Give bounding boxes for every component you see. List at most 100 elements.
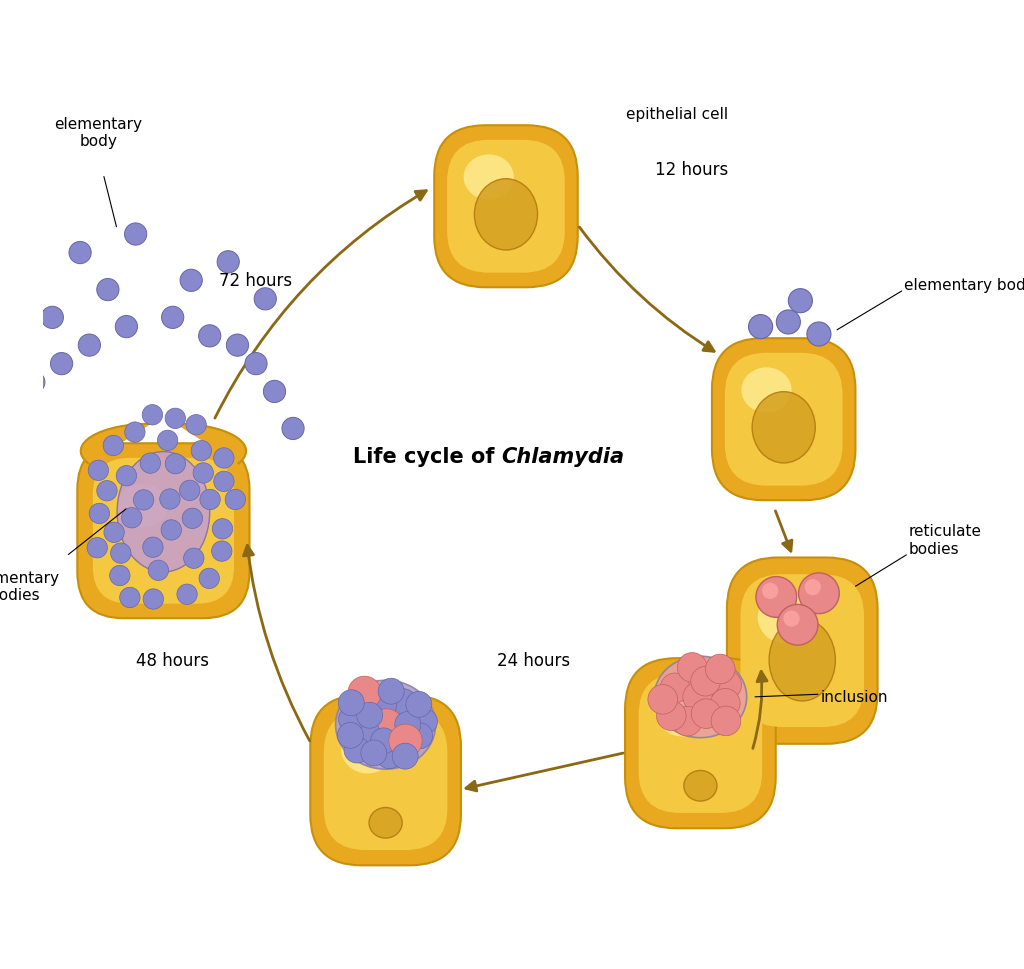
Circle shape [78, 334, 100, 357]
Circle shape [673, 706, 702, 736]
Circle shape [214, 472, 234, 492]
Circle shape [165, 409, 185, 429]
Circle shape [183, 548, 204, 569]
Text: 48 hours: 48 hours [136, 651, 209, 670]
FancyBboxPatch shape [625, 659, 776, 828]
Circle shape [180, 270, 203, 292]
Circle shape [337, 723, 364, 748]
Circle shape [116, 316, 137, 338]
Text: Life cycle of: Life cycle of [352, 447, 502, 467]
Circle shape [148, 560, 169, 580]
Ellipse shape [341, 726, 394, 773]
Text: elementary body: elementary body [904, 278, 1024, 294]
Polygon shape [81, 424, 150, 464]
Circle shape [13, 279, 36, 301]
Text: inclusion: inclusion [821, 690, 888, 704]
Ellipse shape [336, 680, 435, 769]
Circle shape [282, 418, 304, 440]
Circle shape [353, 718, 379, 744]
Circle shape [390, 689, 417, 715]
Ellipse shape [753, 392, 815, 463]
Ellipse shape [369, 807, 402, 838]
Circle shape [706, 654, 735, 684]
FancyBboxPatch shape [447, 141, 565, 273]
Circle shape [226, 334, 249, 357]
Circle shape [88, 460, 109, 481]
Ellipse shape [464, 155, 514, 201]
Circle shape [140, 453, 161, 474]
Circle shape [125, 422, 145, 443]
Text: 12 hours: 12 hours [654, 161, 728, 179]
Circle shape [41, 307, 63, 329]
Circle shape [377, 743, 402, 768]
Circle shape [143, 589, 164, 610]
Circle shape [0, 427, 8, 450]
FancyBboxPatch shape [310, 696, 461, 865]
Circle shape [395, 712, 421, 737]
Circle shape [182, 509, 203, 529]
Circle shape [160, 489, 180, 510]
Circle shape [89, 504, 110, 524]
Circle shape [245, 353, 267, 375]
Circle shape [660, 673, 690, 703]
Circle shape [756, 577, 797, 617]
Ellipse shape [758, 591, 811, 643]
Circle shape [177, 584, 198, 605]
Circle shape [200, 489, 220, 510]
Circle shape [117, 466, 136, 486]
Circle shape [788, 290, 812, 313]
Ellipse shape [654, 657, 746, 738]
Circle shape [348, 676, 381, 710]
Circle shape [50, 353, 73, 375]
Circle shape [338, 690, 365, 716]
Circle shape [69, 242, 91, 265]
Circle shape [691, 667, 721, 697]
FancyBboxPatch shape [324, 711, 447, 850]
Text: elementary
bodies: elementary bodies [0, 570, 59, 603]
Circle shape [217, 251, 240, 273]
Circle shape [344, 737, 370, 764]
FancyBboxPatch shape [78, 444, 250, 618]
Ellipse shape [117, 453, 210, 573]
Text: 72 hours: 72 hours [219, 272, 293, 290]
Text: reticulate
bodies: reticulate bodies [908, 524, 982, 556]
Circle shape [263, 381, 286, 403]
Circle shape [406, 692, 432, 718]
Circle shape [179, 481, 200, 501]
FancyBboxPatch shape [712, 339, 855, 501]
Circle shape [648, 685, 678, 714]
Circle shape [412, 709, 437, 735]
Circle shape [103, 436, 124, 456]
Ellipse shape [741, 368, 792, 414]
Circle shape [783, 610, 800, 627]
Text: elementary
body: elementary body [54, 117, 142, 149]
Circle shape [212, 542, 232, 562]
FancyBboxPatch shape [93, 458, 234, 604]
Circle shape [392, 743, 418, 769]
Circle shape [96, 481, 117, 501]
Circle shape [678, 653, 707, 682]
Circle shape [23, 372, 45, 393]
Circle shape [191, 441, 212, 461]
Circle shape [712, 671, 741, 700]
Circle shape [683, 682, 713, 712]
Circle shape [378, 678, 404, 704]
Circle shape [762, 583, 778, 600]
Circle shape [133, 490, 154, 511]
FancyBboxPatch shape [639, 673, 762, 813]
Circle shape [212, 519, 232, 540]
Circle shape [371, 728, 396, 754]
Circle shape [749, 315, 772, 339]
Circle shape [371, 692, 396, 718]
Circle shape [370, 709, 403, 742]
Circle shape [186, 415, 206, 435]
Text: Chlamydia: Chlamydia [502, 447, 625, 467]
FancyBboxPatch shape [725, 354, 843, 486]
Ellipse shape [684, 770, 717, 801]
Circle shape [777, 605, 818, 645]
Circle shape [158, 431, 178, 452]
Circle shape [125, 224, 146, 246]
Ellipse shape [656, 689, 709, 736]
Circle shape [711, 706, 740, 736]
Circle shape [165, 454, 185, 475]
